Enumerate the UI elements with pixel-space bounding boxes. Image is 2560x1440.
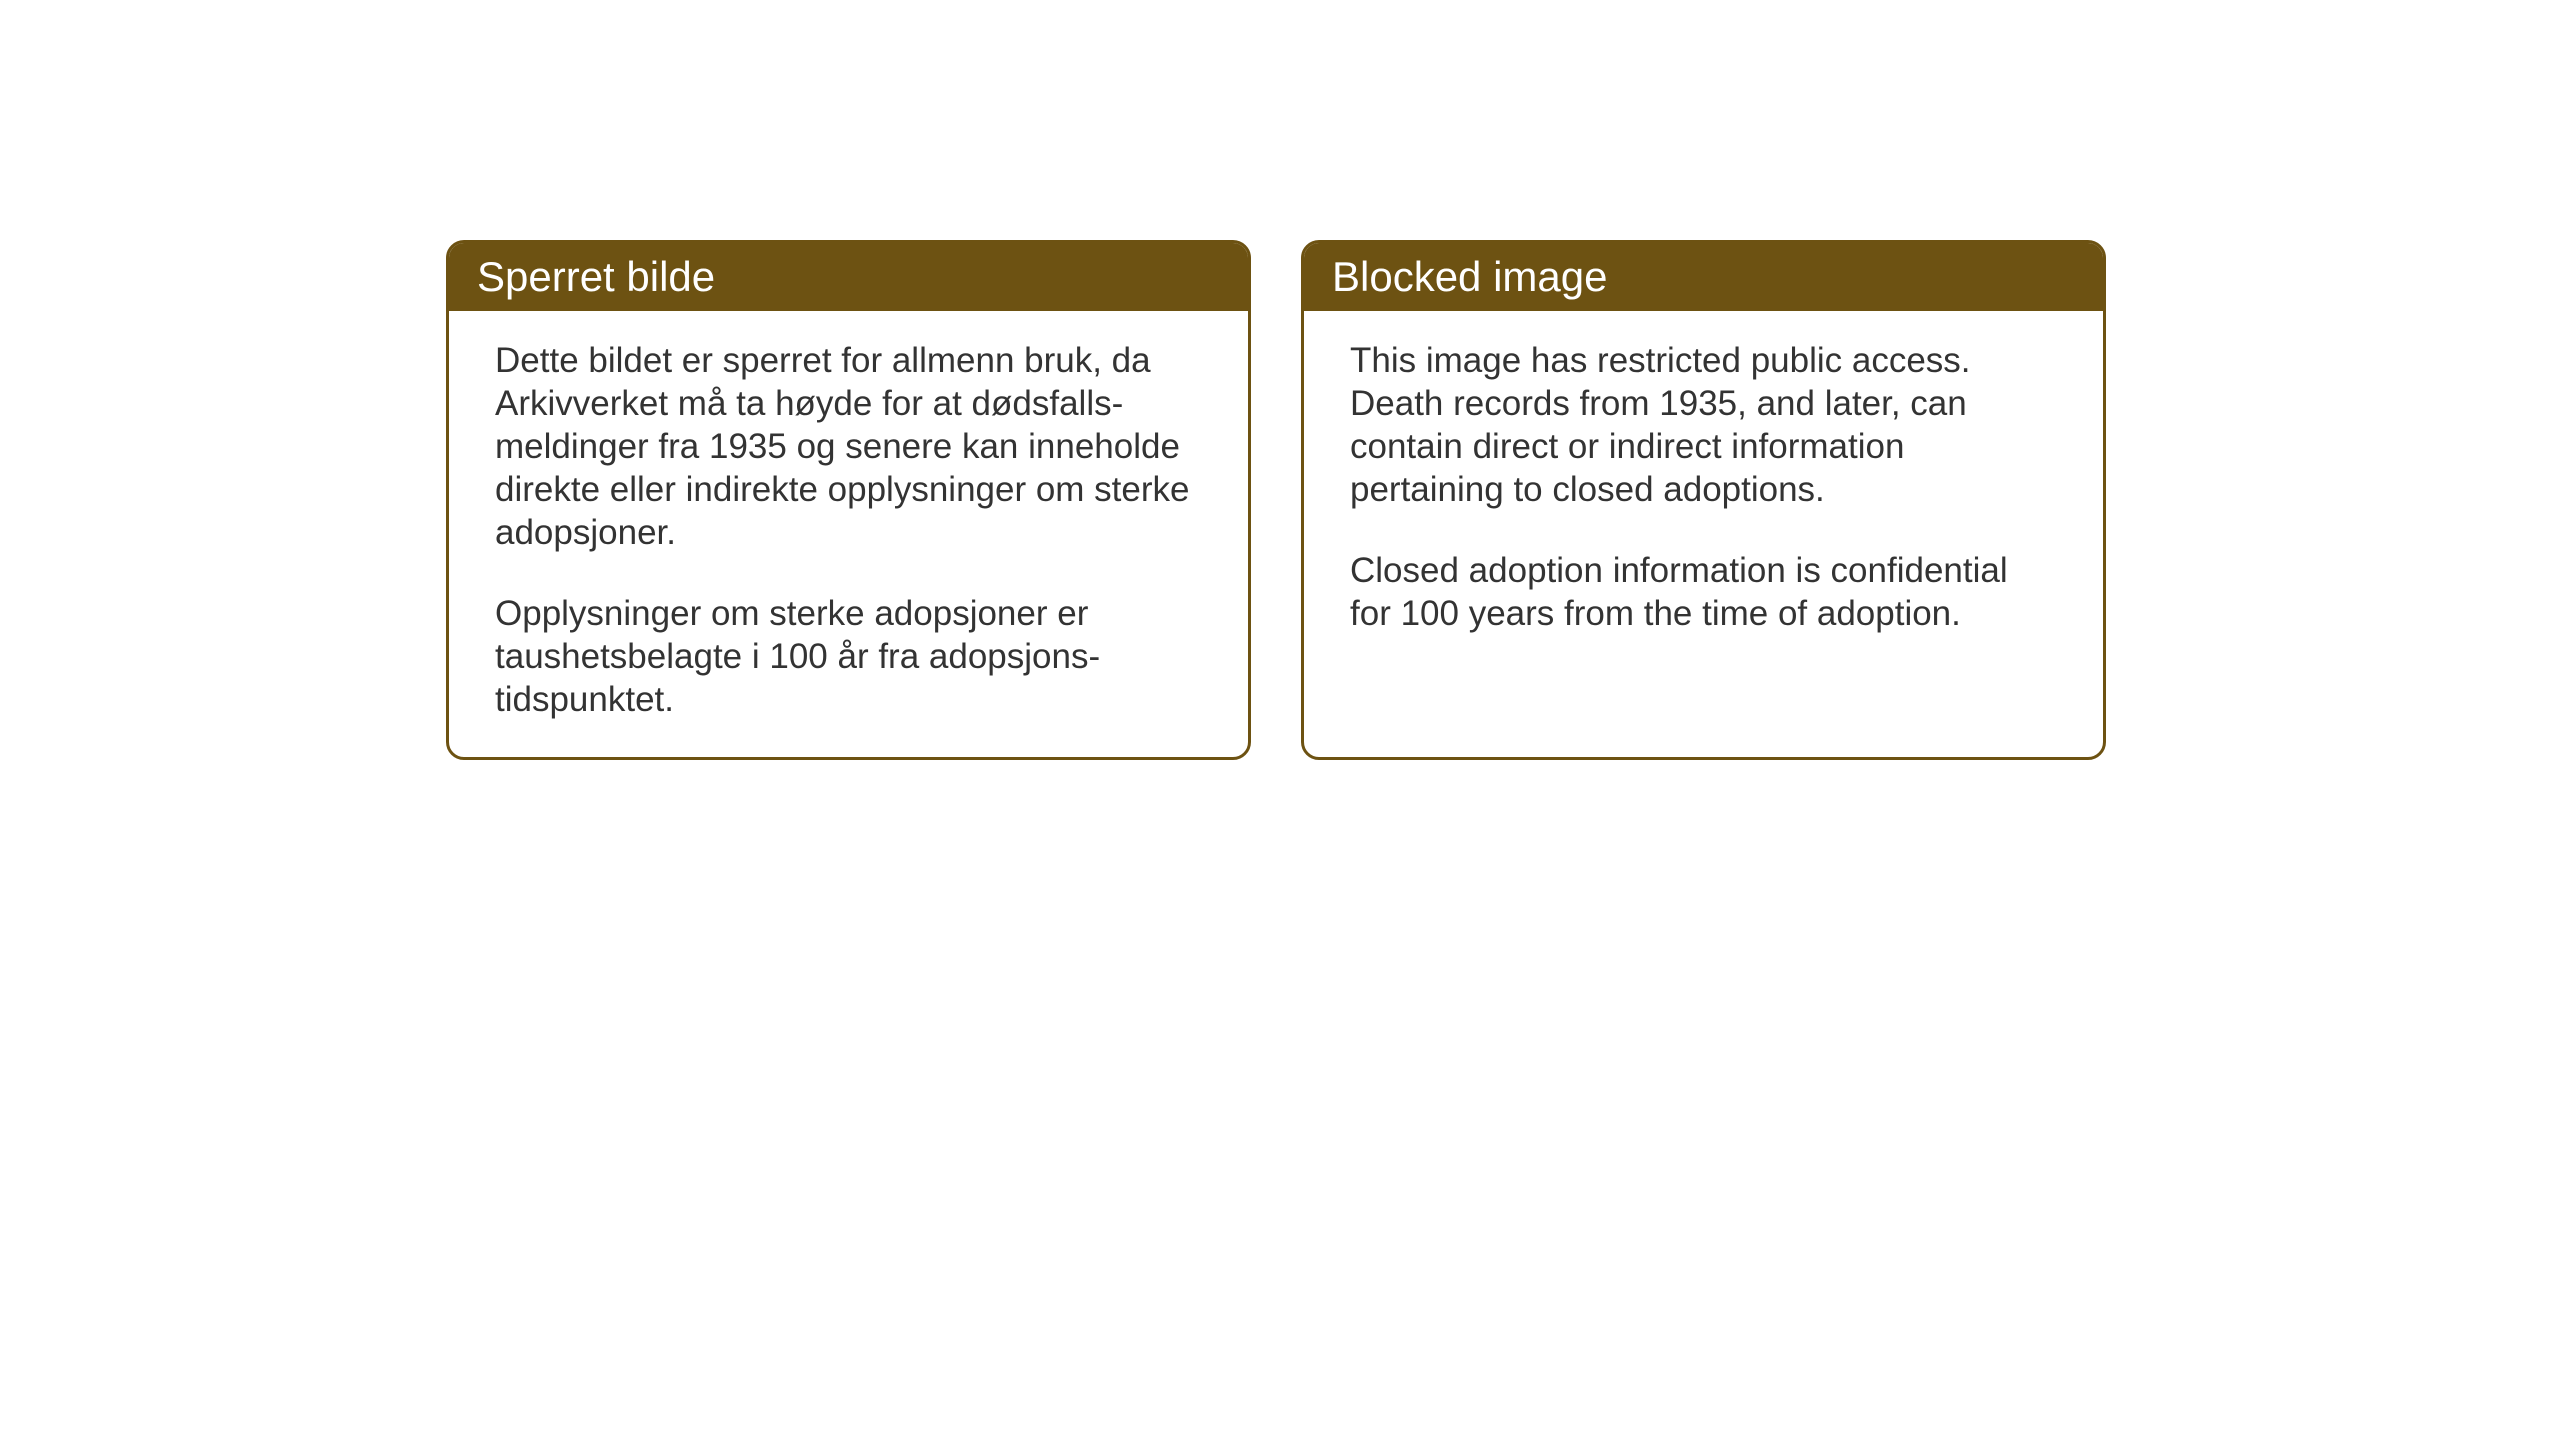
norwegian-card-title: Sperret bilde	[477, 253, 715, 300]
cards-container: Sperret bilde Dette bildet er sperret fo…	[446, 240, 2106, 760]
english-paragraph-1: This image has restricted public access.…	[1350, 339, 2057, 511]
english-card-header: Blocked image	[1304, 243, 2103, 311]
norwegian-card-header: Sperret bilde	[449, 243, 1248, 311]
norwegian-card: Sperret bilde Dette bildet er sperret fo…	[446, 240, 1251, 760]
english-card-title: Blocked image	[1332, 253, 1607, 300]
english-card: Blocked image This image has restricted …	[1301, 240, 2106, 760]
norwegian-paragraph-1: Dette bildet er sperret for allmenn bruk…	[495, 339, 1202, 554]
english-paragraph-2: Closed adoption information is confident…	[1350, 549, 2057, 635]
norwegian-card-body: Dette bildet er sperret for allmenn bruk…	[449, 311, 1248, 757]
norwegian-paragraph-2: Opplysninger om sterke adopsjoner er tau…	[495, 592, 1202, 721]
english-card-body: This image has restricted public access.…	[1304, 311, 2103, 671]
